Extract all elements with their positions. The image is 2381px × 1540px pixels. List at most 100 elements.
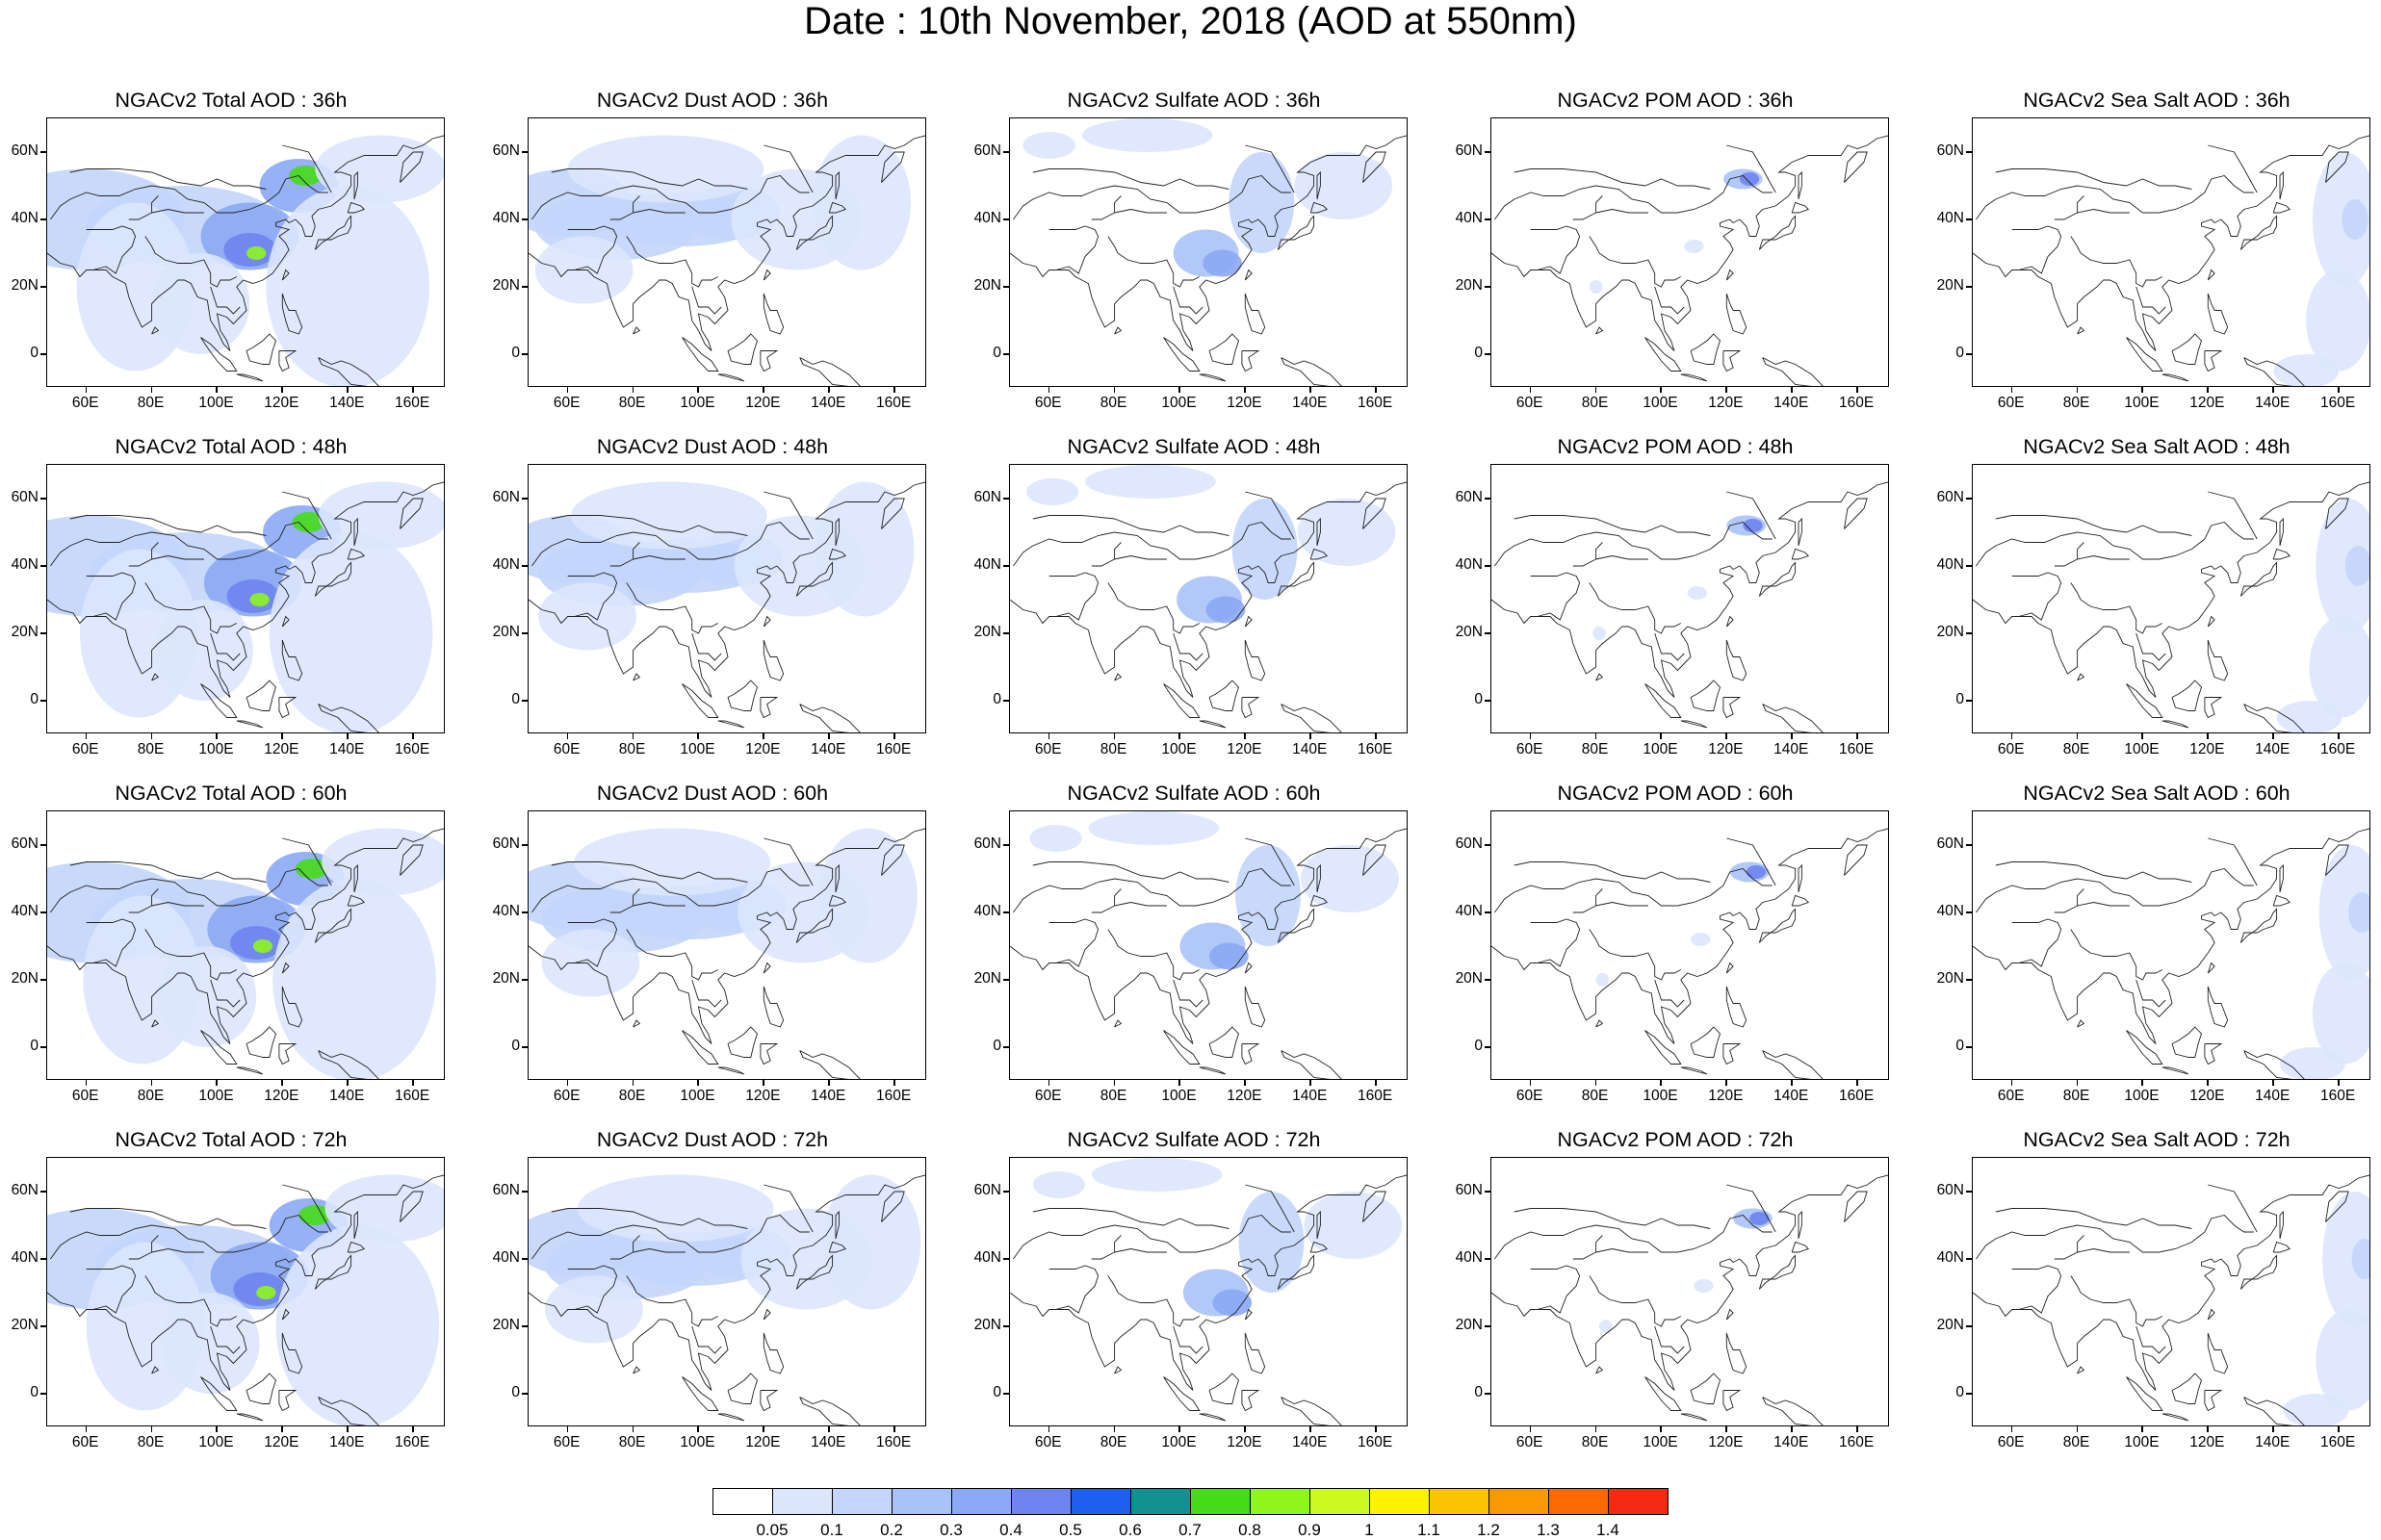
colorbar-label: 0.6 xyxy=(1119,1521,1142,1539)
y-tick xyxy=(522,1393,528,1395)
coastline xyxy=(763,962,771,974)
aod-shading xyxy=(2342,199,2368,240)
x-tick xyxy=(150,1426,153,1432)
coastline xyxy=(282,1184,332,1233)
y-tick xyxy=(1966,700,1972,702)
coastline xyxy=(1010,481,1407,698)
x-tick xyxy=(281,387,283,393)
coastline xyxy=(1844,844,1868,876)
coastline xyxy=(1572,542,1603,567)
coastline xyxy=(1725,269,1734,281)
colorbar-swatch xyxy=(1190,1488,1251,1515)
y-tick-label: 20N xyxy=(1455,970,1483,987)
aod-shading xyxy=(1746,865,1767,879)
coastline xyxy=(1244,293,1266,335)
coastline xyxy=(2171,680,2203,711)
x-tick xyxy=(632,1426,634,1432)
x-tick-label: 140E xyxy=(1773,1088,1809,1104)
aod-shading xyxy=(1029,825,1082,852)
x-tick-label: 120E xyxy=(2189,741,2225,757)
coastline xyxy=(2054,888,2084,913)
coastline xyxy=(47,135,444,351)
coastline xyxy=(2207,1332,2229,1374)
coastline xyxy=(760,1390,779,1412)
coastline xyxy=(151,1248,204,1253)
x-tick-label: 100E xyxy=(1643,1434,1678,1450)
figure-title: Date : 10th November, 2018 (AOD at 550nm… xyxy=(804,0,1577,42)
x-tick xyxy=(2141,733,2143,739)
x-tick-label: 100E xyxy=(1161,395,1197,411)
x-tick xyxy=(347,733,349,739)
coastline xyxy=(828,548,847,560)
map-panel: NGACv2 POM AOD : 60h 60N 40N 20N 0 60E 80E 100E… xyxy=(1444,780,1897,1109)
coastline xyxy=(2161,720,2189,729)
x-tick xyxy=(1178,387,1180,393)
aod-shading xyxy=(2348,892,2369,933)
coastline xyxy=(1725,639,1747,681)
map-panel: NGACv2 Sulfate AOD : 60h 60N 40N 20N 0 60E 80E… xyxy=(963,780,1415,1109)
coastline xyxy=(763,639,785,681)
aod-shading xyxy=(1032,1171,1086,1198)
colorbar-swatch xyxy=(1071,1488,1131,1515)
coastline xyxy=(281,962,290,974)
coastline xyxy=(86,918,137,967)
colorbar-label: 0.3 xyxy=(940,1521,963,1539)
y-tick-label: 20N xyxy=(1455,1317,1483,1333)
aod-shading xyxy=(1085,465,1216,499)
coastline xyxy=(1514,168,1711,190)
coastline xyxy=(318,1397,379,1425)
y-tick-label: 0 xyxy=(1955,1038,1964,1054)
coastline xyxy=(1281,1050,1342,1079)
x-tick-label: 100E xyxy=(198,1434,234,1450)
y-tick xyxy=(522,844,528,846)
coastline xyxy=(1654,1325,1685,1354)
coastline xyxy=(1199,1413,1227,1422)
coastline xyxy=(1644,337,1682,372)
x-tick xyxy=(763,387,764,393)
x-tick xyxy=(1594,733,1597,739)
x-tick xyxy=(216,733,218,739)
x-tick-label: 120E xyxy=(745,395,781,411)
panel-title: NGACv2 Sea Salt AOD : 48h xyxy=(2023,435,2290,458)
coastline xyxy=(2207,1308,2215,1321)
x-tick-label: 100E xyxy=(1161,1434,1197,1450)
x-tick-label: 120E xyxy=(264,741,299,757)
panel-title: NGACv2 Sea Salt AOD : 36h xyxy=(2023,89,2290,112)
coastline xyxy=(2207,962,2215,974)
coastline xyxy=(353,1210,358,1240)
panel-title: NGACv2 Total AOD : 36h xyxy=(115,89,348,112)
x-tick xyxy=(2141,1426,2143,1432)
coastline xyxy=(2279,863,2284,893)
map-panel: NGACv2 Dust AOD : 48h 60N 40N 20N 0 60E 80E 100… xyxy=(481,433,934,762)
y-tick-label: 60N xyxy=(1936,1182,1964,1198)
x-tick xyxy=(763,733,764,739)
y-tick-label: 0 xyxy=(30,691,39,707)
y-tick-label: 0 xyxy=(1955,691,1964,707)
x-tick xyxy=(2141,387,2143,393)
coastline xyxy=(609,542,640,567)
coastline xyxy=(2054,542,2084,567)
x-tick-label: 60E xyxy=(1515,395,1543,411)
coastline xyxy=(1244,639,1266,681)
y-tick-label: 40N xyxy=(1936,1249,1964,1266)
y-tick-label: 20N xyxy=(492,970,520,987)
x-tick-label: 80E xyxy=(1581,741,1609,757)
coastline xyxy=(1316,1210,1321,1240)
coastline xyxy=(200,337,238,372)
colorbar-swatch xyxy=(951,1488,1012,1515)
y-tick-label: 40N xyxy=(11,1249,39,1266)
coastline xyxy=(1241,1390,1260,1412)
y-tick-label: 0 xyxy=(993,1038,1001,1054)
coastline xyxy=(318,1050,379,1079)
x-tick xyxy=(1791,1426,1793,1432)
y-tick-label: 60N xyxy=(973,142,1001,159)
coastline xyxy=(278,1390,298,1412)
coastline xyxy=(763,269,771,281)
coastline xyxy=(828,894,847,907)
coastline xyxy=(531,521,810,567)
y-tick xyxy=(1485,286,1490,288)
y-tick-label: 60N xyxy=(973,835,1001,852)
x-tick-label: 80E xyxy=(1581,1434,1609,1450)
coastline xyxy=(1973,1174,2369,1391)
coastline xyxy=(551,168,748,190)
